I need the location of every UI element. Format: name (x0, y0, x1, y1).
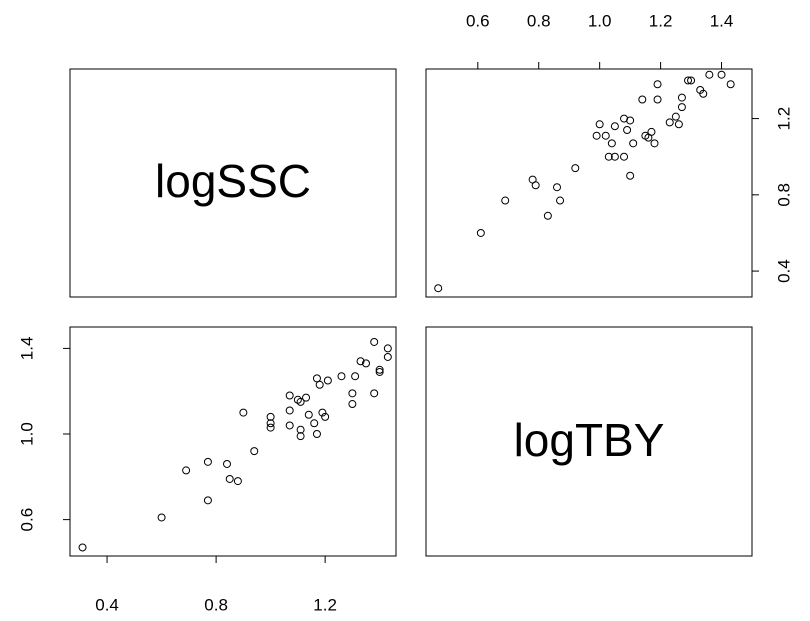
point (383, 344, 392, 353)
point (629, 139, 638, 148)
point (285, 391, 294, 400)
point (601, 131, 610, 140)
point (266, 423, 275, 432)
point (182, 466, 191, 475)
panel (425, 326, 753, 557)
point (696, 85, 705, 94)
y-tick-label: 1.2 (774, 107, 793, 131)
point (607, 139, 616, 148)
point (626, 171, 635, 180)
point (293, 395, 302, 404)
point (604, 152, 613, 161)
point (434, 284, 443, 293)
point (665, 118, 674, 127)
point (266, 412, 275, 421)
point (348, 400, 357, 409)
point (310, 419, 319, 428)
point (623, 126, 632, 135)
point (370, 389, 379, 398)
point (653, 95, 662, 104)
y-tick-label: 0.4 (774, 259, 793, 283)
point (705, 70, 714, 79)
point (203, 496, 212, 505)
point (362, 359, 371, 368)
point (296, 425, 305, 434)
point (233, 477, 242, 486)
point (78, 543, 87, 552)
point (296, 432, 305, 441)
point (610, 152, 619, 161)
x-tick-label: 1.2 (313, 595, 337, 614)
panel (69, 68, 397, 298)
point (266, 419, 275, 428)
panel (69, 326, 397, 557)
point (223, 459, 232, 468)
point (296, 397, 305, 406)
point (356, 357, 365, 366)
point (375, 367, 384, 376)
point (684, 76, 693, 85)
point (323, 376, 332, 385)
point (592, 131, 601, 140)
point (671, 112, 680, 121)
point (610, 122, 619, 131)
point (348, 389, 357, 398)
point (203, 457, 212, 466)
y-tick-label: 0.6 (17, 508, 36, 532)
point (674, 120, 683, 129)
point (687, 76, 696, 85)
point (239, 408, 248, 417)
point (285, 406, 294, 415)
point (595, 120, 604, 129)
point (315, 380, 324, 389)
variable-label: logSSC (155, 155, 311, 207)
point (476, 228, 485, 237)
panel (425, 68, 753, 298)
point (650, 139, 659, 148)
point (250, 447, 259, 456)
point (653, 80, 662, 89)
y-tick-label: 1.0 (17, 422, 36, 446)
point (553, 183, 562, 192)
point (383, 352, 392, 361)
point (620, 114, 629, 123)
y-tick-label: 1.4 (17, 337, 36, 361)
point (318, 408, 327, 417)
point (302, 393, 311, 402)
point (351, 372, 360, 381)
point (501, 196, 510, 205)
x-tick-label: 1.0 (588, 11, 612, 30)
point (528, 175, 537, 184)
point (677, 103, 686, 112)
x-tick-label: 0.6 (466, 11, 490, 30)
point (285, 421, 294, 430)
point (571, 164, 580, 173)
point (312, 430, 321, 439)
point (337, 372, 346, 381)
point (620, 152, 629, 161)
variable-label: logTBY (514, 414, 665, 466)
x-tick-label: 0.8 (527, 11, 551, 30)
point (543, 211, 552, 220)
point (677, 93, 686, 102)
point (641, 131, 650, 140)
point (304, 410, 313, 419)
point (321, 412, 330, 421)
point (647, 127, 656, 136)
x-tick-label: 1.2 (649, 11, 673, 30)
x-tick-label: 0.8 (204, 595, 228, 614)
point (717, 70, 726, 79)
x-tick-label: 0.4 (95, 595, 119, 614)
point (556, 196, 565, 205)
point (157, 513, 166, 522)
point (225, 474, 234, 483)
x-tick-label: 1.4 (710, 11, 734, 30)
point (638, 95, 647, 104)
point (726, 80, 735, 89)
point (370, 337, 379, 346)
y-tick-label: 0.8 (774, 183, 793, 207)
point (375, 365, 384, 374)
